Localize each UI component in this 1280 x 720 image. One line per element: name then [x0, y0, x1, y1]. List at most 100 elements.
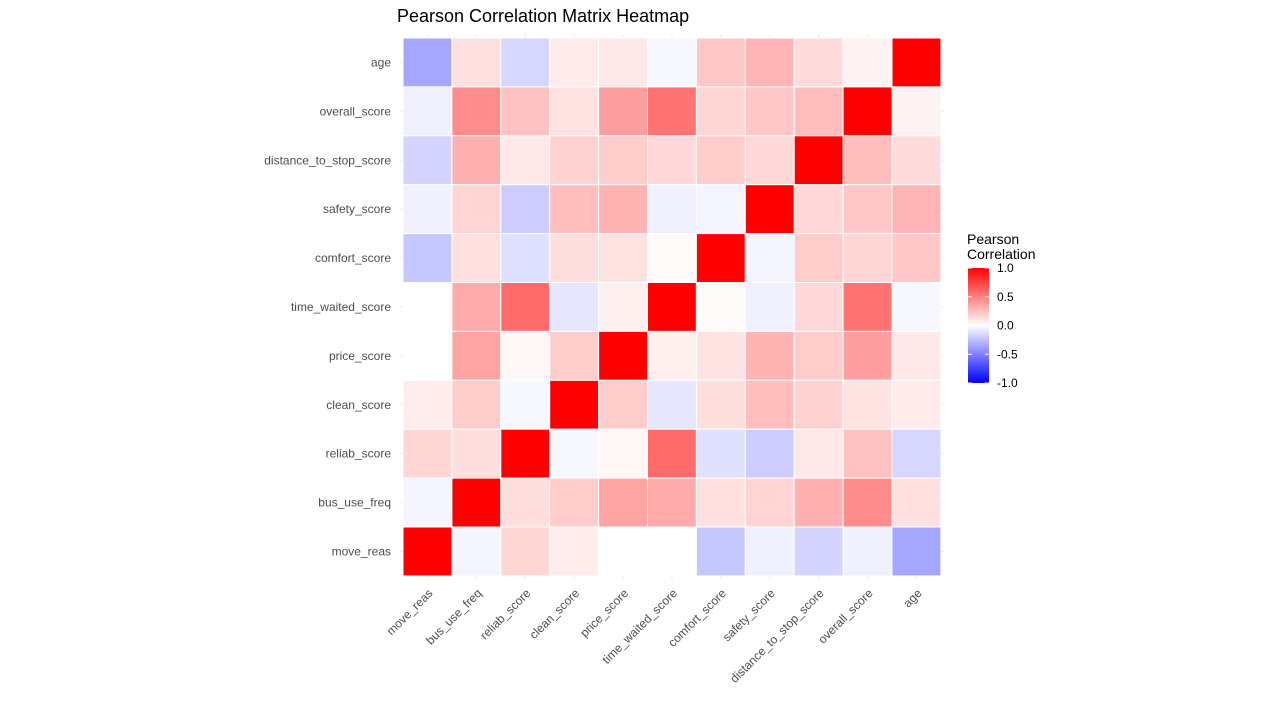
legend-title-line-2: Correlation — [967, 246, 1035, 262]
heatmap-cell: overall_score / age: 0.05 — [891, 86, 942, 137]
heatmap-cell: age / move_reas: -0.35 — [402, 37, 453, 88]
heatmap-cell: clean_score / age: 0.08 — [891, 379, 942, 430]
x-axis-label: reliab_score — [477, 586, 533, 642]
x-axis-labels: move_reasbus_use_freqreliab_scoreclean_s… — [384, 586, 925, 686]
heatmap-cell: time_waited_score / reliab_score: 0.58 — [500, 282, 551, 332]
heatmap-cell: comfort_score / clean_score: 0.13 — [549, 233, 600, 284]
heatmap-cell: reliab_score / distance_to_stop_score: 0… — [793, 428, 844, 479]
heatmap-cell: distance_to_stop_score / clean_score: 0.… — [549, 135, 600, 186]
heatmap-cell: time_waited_score / time_waited_score: 1 — [647, 282, 697, 332]
chart-title: Pearson Correlation Matrix Heatmap — [397, 6, 689, 26]
heatmap-cell: bus_use_freq / time_waited_score: 0.33 — [647, 477, 697, 528]
y-axis-label: move_reas — [332, 544, 391, 558]
heatmap-cell: overall_score / price_score: 0.38 — [598, 86, 648, 137]
heatmap-cell: bus_use_freq / price_score: 0.36 — [598, 477, 648, 528]
heatmap-cell: distance_to_stop_score / reliab_score: 0… — [500, 135, 551, 186]
legend-colorbar — [968, 268, 989, 383]
heatmap-cell: reliab_score / bus_use_freq: 0.13 — [451, 428, 502, 479]
heatmap-cell: distance_to_stop_score / time_waited_sco… — [647, 135, 697, 186]
heatmap-cell: overall_score / overall_score: 1 — [842, 86, 893, 137]
heatmap-cell: time_waited_score / comfort_score: 0.02 — [695, 282, 746, 332]
legend-title-line-1: Pearson — [967, 231, 1019, 247]
heatmap-cell: age / distance_to_stop_score: 0.14 — [793, 37, 844, 88]
heatmap-cell: price_score / price_score: 1 — [598, 330, 648, 381]
heatmap-cell: age / clean_score: 0.08 — [549, 37, 600, 88]
heatmap-cell: price_score / reliab_score: 0.03 — [500, 330, 551, 381]
heatmap-cell: clean_score / comfort_score: 0.13 — [695, 379, 746, 430]
heatmap-cell: age / reliab_score: -0.16 — [500, 37, 551, 88]
heatmap-cell: price_score / age: 0.09 — [891, 330, 942, 381]
heatmap-cell: move_reas / clean_score: 0.07 — [549, 526, 600, 577]
heatmap-cell: overall_score / reliab_score: 0.24 — [500, 86, 551, 137]
y-axis-label: clean_score — [326, 398, 391, 412]
heatmap-cell: comfort_score / overall_score: 0.16 — [842, 233, 893, 284]
heatmap-cell: comfort_score / price_score: 0.11 — [598, 233, 648, 284]
y-axis-label: reliab_score — [326, 447, 392, 461]
heatmap-cell: reliab_score / safety_score: -0.2 — [744, 428, 795, 479]
heatmap-cell: distance_to_stop_score / safety_score: 0… — [744, 135, 795, 186]
heatmap-cell: move_reas / move_reas: 1 — [402, 526, 453, 577]
heatmap-cell: clean_score / overall_score: 0.11 — [842, 379, 893, 430]
heatmap-cell: bus_use_freq / clean_score: 0.2 — [549, 477, 600, 528]
heatmap-cell: bus_use_freq / move_reas: -0.04 — [402, 477, 453, 528]
y-axis-labels: age overall_score distance_to_stop_scoresa… — [264, 55, 391, 558]
heatmap-cell: bus_use_freq / distance_to_stop_score: 0… — [793, 477, 844, 528]
legend-label: 1.0 — [997, 261, 1014, 275]
heatmap-cell: clean_score / clean_score: 1 — [549, 379, 600, 430]
x-axis-label: age — [901, 586, 925, 610]
heatmap-cell: age / bus_use_freq: 0.12 — [451, 37, 502, 88]
heatmap-cell: clean_score / time_waited_score: -0.1 — [647, 379, 697, 430]
y-axis-label: time_waited_score — [291, 300, 391, 314]
heatmap-cell: distance_to_stop_score / price_score: 0.… — [598, 135, 648, 186]
heatmap-cell: age / time_waited_score: -0.03 — [647, 37, 697, 88]
heatmap-cell: comfort_score / age: 0.22 — [891, 233, 942, 284]
heatmap-cell: reliab_score / reliab_score: 1 — [500, 428, 551, 479]
heatmap-cell: overall_score / clean_score: 0.11 — [549, 86, 600, 137]
heatmap-cell: time_waited_score / distance_to_stop_sco… — [793, 282, 844, 332]
heatmap-cell: age / overall_score: 0.05 — [842, 37, 893, 88]
x-axis-label: clean_score — [527, 586, 583, 642]
heatmap-cell: safety_score / age: 0.29 — [891, 184, 942, 235]
heatmap-cell: clean_score / safety_score: 0.26 — [744, 379, 795, 430]
heatmap-cell: time_waited_score / age: -0.03 — [891, 282, 942, 332]
heatmap-cell: time_waited_score / price_score: 0.06 — [598, 282, 648, 332]
y-axis-label: overall_score — [320, 104, 392, 118]
heatmap-cell: age / safety_score: 0.29 — [744, 37, 795, 88]
heatmap-cell: reliab_score / age: -0.16 — [891, 428, 942, 479]
heatmap-cell: safety_score / bus_use_freq: 0.17 — [451, 184, 502, 235]
heatmap-cell: bus_use_freq / comfort_score: 0.12 — [695, 477, 746, 528]
heatmap-cell: move_reas / age: -0.35 — [891, 526, 942, 577]
heatmap-cell: price_score / bus_use_freq: 0.36 — [451, 330, 502, 381]
heatmap-cell: distance_to_stop_score / move_reas: -0.1… — [402, 135, 453, 186]
heatmap-cell: safety_score / reliab_score: -0.2 — [500, 184, 551, 235]
heatmap-cell: move_reas / reliab_score: 0.16 — [500, 526, 551, 577]
heatmap-cell: bus_use_freq / overall_score: 0.45 — [842, 477, 893, 528]
heatmap-cell: move_reas / bus_use_freq: -0.04 — [451, 526, 502, 577]
heatmap-cell: overall_score / bus_use_freq: 0.45 — [451, 86, 502, 137]
y-axis-label: distance_to_stop_score — [264, 153, 391, 167]
heatmap-cell: overall_score / distance_to_stop_score: … — [793, 86, 844, 137]
heatmap-cell: safety_score / price_score: 0.3 — [598, 184, 648, 235]
heatmap-cell: price_score / time_waited_score: 0.06 — [647, 330, 697, 381]
heatmap-cell: safety_score / comfort_score: -0.04 — [695, 184, 746, 235]
heatmap-cell: distance_to_stop_score / comfort_score: … — [695, 135, 746, 186]
y-axis-label: comfort_score — [315, 251, 391, 265]
heatmap-cell: distance_to_stop_score / age: 0.14 — [891, 135, 942, 186]
heatmap-cell: age / price_score: 0.09 — [598, 37, 648, 88]
heatmap-cell: comfort_score / comfort_score: 1 — [695, 233, 746, 284]
heatmap-cell: price_score / clean_score: 0.2 — [549, 330, 600, 381]
legend: Pearson Correlation 1.0 0.5 0.0 -0.5 -1.0 — [967, 231, 1035, 390]
heatmap-cell: reliab_score / move_reas: 0.16 — [402, 428, 453, 479]
heatmap-cell: clean_score / reliab_score: -0.03 — [500, 379, 551, 430]
heatmap-cell: time_waited_score / safety_score: -0.06 — [744, 282, 795, 332]
heatmap-cell: comfort_score / move_reas: -0.22 — [402, 233, 453, 284]
heatmap-cell: reliab_score / clean_score: -0.03 — [549, 428, 600, 479]
heatmap-cell: bus_use_freq / bus_use_freq: 1 — [451, 477, 502, 528]
heatmap-cell: safety_score / time_waited_score: -0.06 — [647, 184, 697, 235]
heatmap-cell: reliab_score / overall_score: 0.24 — [842, 428, 893, 479]
heatmap-cell: safety_score / move_reas: -0.06 — [402, 184, 453, 235]
legend-label: 0.5 — [997, 290, 1014, 304]
heatmap-cell: distance_to_stop_score / distance_to_sto… — [793, 135, 844, 186]
heatmap-cell: safety_score / overall_score: 0.22 — [842, 184, 893, 235]
heatmap-cell: clean_score / price_score: 0.2 — [598, 379, 648, 430]
